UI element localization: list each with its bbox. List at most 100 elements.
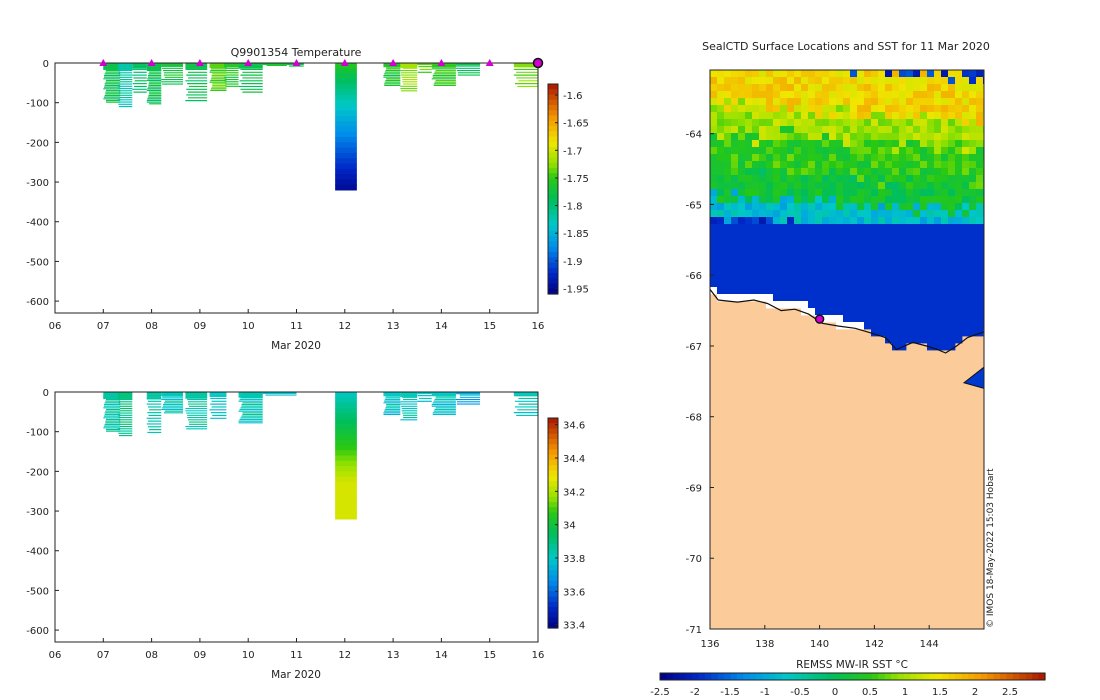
sst-cell xyxy=(892,98,900,106)
map-colorbar-bin xyxy=(1038,673,1046,680)
sst-cell xyxy=(934,84,942,92)
sst-cell xyxy=(892,182,900,190)
salinity-colorbar-tick-label: 33.6 xyxy=(563,587,585,598)
sst-cell xyxy=(913,140,921,148)
sst-cell xyxy=(850,182,858,190)
sst-cell xyxy=(934,280,942,288)
sst-cell xyxy=(941,336,949,344)
temperature-profile-marker xyxy=(389,59,398,66)
temperature-colorbar-bin xyxy=(548,252,558,258)
map-colorbar: -2.5 -2 -1.5 -1 -0.5 0 0.5 1 1.5 2 2.5 xyxy=(650,672,1046,698)
sst-cell xyxy=(759,273,767,281)
sst-cell xyxy=(780,224,788,232)
sst-cell xyxy=(850,308,858,316)
sst-cell xyxy=(969,161,977,169)
sst-cell xyxy=(752,231,760,239)
sst-cell xyxy=(738,231,746,239)
sst-cell xyxy=(864,231,872,239)
sst-cell xyxy=(948,301,956,309)
sst-cell xyxy=(906,329,914,337)
sst-cell xyxy=(892,301,900,309)
sst-cell xyxy=(738,154,746,162)
sst-cell xyxy=(731,217,739,225)
temperature-profile-bin xyxy=(335,126,357,133)
salinity-x-ticks: 06 07 08 09 10 11 12 13 14 15 16 xyxy=(49,638,544,661)
salinity-y-tick-label: -500 xyxy=(26,586,49,597)
sst-cell xyxy=(941,301,949,309)
sst-cell xyxy=(731,224,739,232)
sst-cell xyxy=(885,196,893,204)
temperature-profile-bin xyxy=(335,115,357,122)
map-colorbar-bin xyxy=(737,673,745,680)
sst-cell xyxy=(801,217,809,225)
salinity-y-tick-label: -600 xyxy=(26,626,49,637)
sst-cell xyxy=(955,154,963,162)
sst-cell xyxy=(864,301,872,309)
sst-cell xyxy=(941,91,949,99)
sst-cell xyxy=(934,224,942,232)
sst-cell xyxy=(934,154,942,162)
sst-cell xyxy=(710,140,718,148)
sst-cell xyxy=(871,322,879,330)
sst-cell xyxy=(801,168,809,176)
sst-cell xyxy=(794,224,802,232)
sst-cell xyxy=(801,294,809,302)
salinity-y-tick-label: 0 xyxy=(43,388,49,399)
sst-cell xyxy=(927,231,935,239)
sst-cell xyxy=(808,245,816,253)
sst-cell xyxy=(857,196,865,204)
salinity-xlabel: Mar 2020 xyxy=(271,669,321,681)
sst-cell xyxy=(738,140,746,148)
sst-cell xyxy=(752,280,760,288)
sst-cell xyxy=(815,196,823,204)
salinity-colorbar-bin xyxy=(548,460,558,466)
sst-cell xyxy=(941,231,949,239)
sst-cell xyxy=(724,147,732,155)
salinity-colorbar-bin xyxy=(548,433,558,440)
sst-cell xyxy=(934,140,942,148)
salinity-profile-bin xyxy=(335,460,357,467)
map-colorbar-bin xyxy=(865,673,873,680)
temperature-profile-markers xyxy=(99,57,544,69)
temperature-profile-marker xyxy=(99,59,108,66)
sst-cell xyxy=(976,245,984,253)
sst-cell xyxy=(871,203,879,211)
sst-cell xyxy=(829,112,837,120)
map-colorbar-label: REMSS MW-IR SST °C xyxy=(796,659,908,671)
salinity-x-tick-label: 13 xyxy=(387,650,400,661)
sst-cell xyxy=(941,196,949,204)
sst-cell xyxy=(871,252,879,260)
sst-cell xyxy=(815,70,823,78)
sst-cell xyxy=(717,168,725,176)
sst-cell xyxy=(829,315,837,323)
map-colorbar-bin xyxy=(781,673,789,680)
sst-cell xyxy=(724,294,732,302)
temperature-colorbar-bin xyxy=(548,105,558,111)
sst-cell xyxy=(955,84,963,92)
sst-cell xyxy=(822,105,830,113)
sst-cell xyxy=(920,98,928,106)
sst-cell xyxy=(836,140,844,148)
map-colorbar-bin xyxy=(801,673,809,680)
map-colorbar-bin xyxy=(987,673,995,680)
sst-cell xyxy=(871,329,879,337)
salinity-colorbar-frame xyxy=(547,417,559,629)
sst-cell xyxy=(745,252,753,260)
sst-cell xyxy=(955,182,963,190)
sst-cell xyxy=(920,224,928,232)
temperature-colorbar-bin xyxy=(548,173,558,180)
sst-cell xyxy=(934,308,942,316)
sst-cell xyxy=(899,154,907,162)
sst-cell xyxy=(759,238,767,246)
sst-cell xyxy=(962,259,970,267)
sst-cell xyxy=(892,84,900,92)
sst-cell xyxy=(766,77,774,85)
sst-cell xyxy=(738,105,746,113)
sst-cell xyxy=(927,140,935,148)
salinity-colorbar-bin xyxy=(548,549,558,556)
sst-cell xyxy=(885,245,893,253)
sst-cell xyxy=(773,98,781,106)
sst-cell xyxy=(927,154,935,162)
sst-cell xyxy=(871,154,879,162)
sst-cell xyxy=(731,245,739,253)
